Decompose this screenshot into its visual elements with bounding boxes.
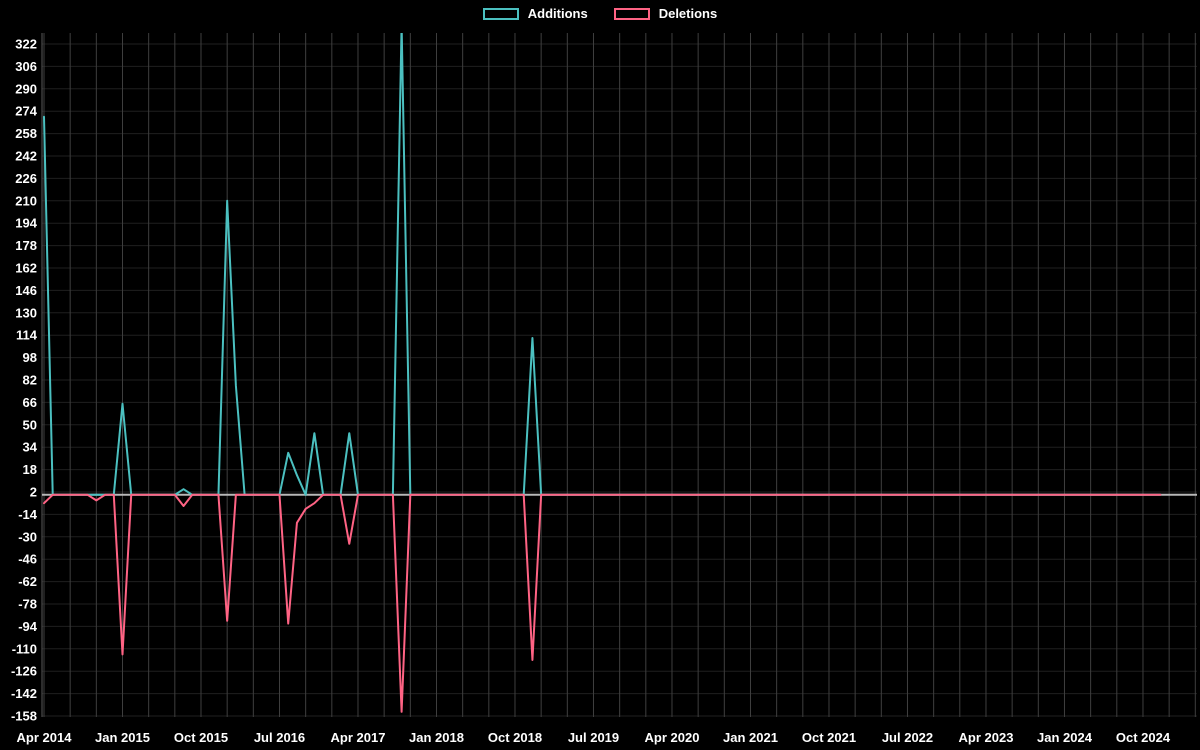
additions-legend-swatch	[482, 7, 519, 20]
x-tick-label: Apr 2020	[645, 730, 700, 745]
y-tick-label: 66	[23, 395, 37, 410]
y-tick-label: 226	[15, 171, 37, 186]
x-tick-label: Oct 2024	[1116, 730, 1171, 745]
legend-item-deletions[interactable]: Deletions	[613, 6, 718, 21]
y-tick-label: 162	[15, 261, 37, 276]
y-tick-label: -78	[18, 597, 37, 612]
y-tick-label: -110	[12, 641, 37, 656]
y-tick-label: 306	[15, 59, 37, 74]
x-tick-label: Jan 2024	[1037, 730, 1093, 745]
x-tick-label: Apr 2023	[959, 730, 1014, 745]
y-tick-label: -30	[18, 529, 37, 544]
y-tick-label: 34	[23, 440, 38, 455]
additions-line	[43, 33, 1162, 496]
y-tick-label: -158	[11, 709, 37, 724]
x-tick-label: Jul 2016	[254, 730, 305, 745]
legend: Additions Deletions	[0, 7, 1200, 20]
y-tick-label: 146	[15, 283, 37, 298]
y-tick-label: 258	[15, 126, 37, 141]
y-tick-label: -46	[18, 552, 37, 567]
x-tick-label: Oct 2018	[488, 730, 542, 745]
x-tick-label: Jul 2019	[568, 730, 619, 745]
y-tick-label: -94	[18, 619, 38, 634]
x-tick-label: Oct 2021	[802, 730, 856, 745]
y-tick-label: 50	[23, 417, 37, 432]
x-tick-label: Oct 2015	[174, 730, 228, 745]
x-tick-label: Apr 2014	[17, 730, 73, 745]
y-tick-label: 290	[15, 81, 37, 96]
y-tick-label: 130	[15, 305, 37, 320]
y-tick-label: -62	[18, 574, 37, 589]
y-tick-label: -142	[11, 686, 37, 701]
y-tick-label: -14	[18, 507, 38, 522]
y-tick-label: 2	[30, 485, 37, 500]
x-tick-label: Jan 2021	[723, 730, 778, 745]
x-tick-label: Jul 2022	[882, 730, 933, 745]
y-tick-label: 98	[23, 350, 37, 365]
deletions-legend-label: Deletions	[658, 6, 718, 21]
y-tick-label: 114	[16, 328, 38, 343]
legend-item-additions[interactable]: Additions	[482, 6, 588, 21]
y-tick-label: 274	[15, 104, 37, 119]
y-tick-label: 178	[15, 238, 37, 253]
y-tick-label: 194	[15, 216, 37, 231]
x-tick-label: Jan 2015	[95, 730, 150, 745]
deletions-line	[43, 493, 1162, 713]
x-tick-label: Apr 2017	[331, 730, 386, 745]
y-tick-label: 210	[15, 193, 37, 208]
deletions-legend-swatch	[613, 7, 650, 20]
y-tick-label: 322	[15, 37, 37, 52]
y-tick-label: 18	[23, 462, 37, 477]
additions-legend-label: Additions	[527, 6, 588, 21]
x-tick-label: Jan 2018	[409, 730, 464, 745]
y-tick-label: -126	[11, 664, 37, 679]
y-tick-label: 82	[23, 373, 37, 388]
y-tick-label: 242	[15, 149, 37, 164]
